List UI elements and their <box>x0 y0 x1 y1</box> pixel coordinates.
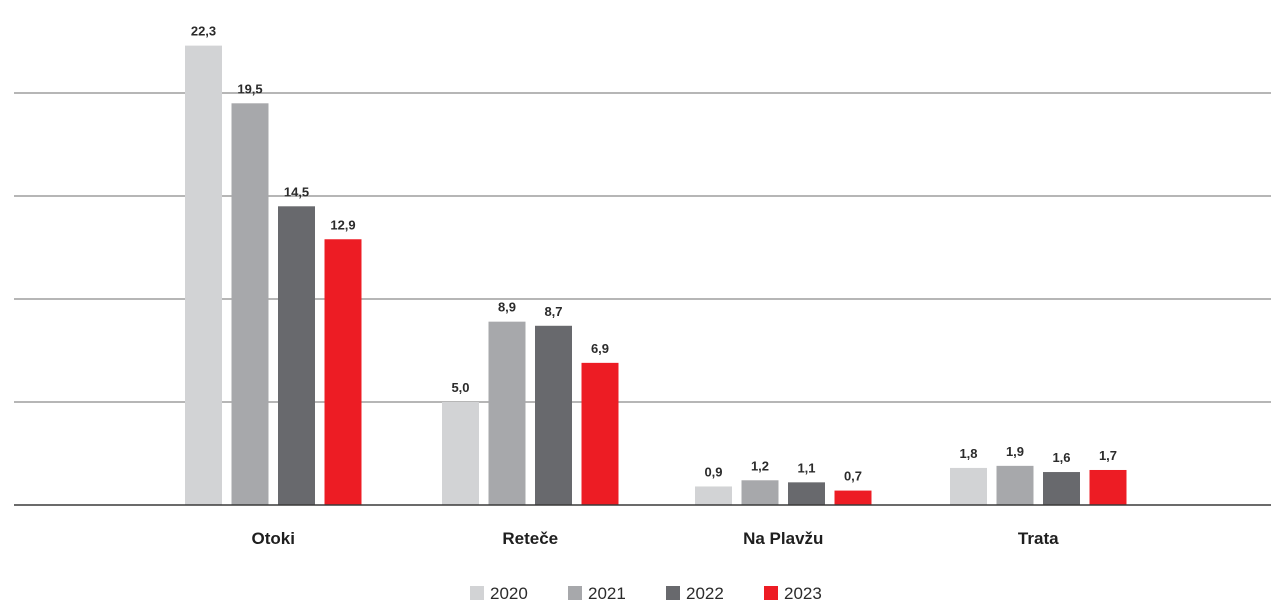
category-label: Trata <box>1018 529 1059 548</box>
category-labels: Otoki Reteče Na Plavžu Trata <box>252 529 1060 548</box>
bar-value-label: 12,9 <box>330 217 355 232</box>
bars <box>185 45 1127 506</box>
bar-value-label: 1,8 <box>959 446 977 461</box>
legend: 2020 2021 2022 2023 <box>470 584 822 603</box>
value-labels: 22,3 19,5 14,5 12,9 5,0 8,9 8,7 6,9 0,9 1,2 1,1 0,7… <box>191 24 1117 484</box>
category-label: Otoki <box>252 529 295 548</box>
bar <box>185 45 222 506</box>
category-label: Na Plavžu <box>743 529 823 548</box>
legend-label: 2021 <box>588 584 626 603</box>
bar <box>834 490 872 505</box>
legend-swatch <box>666 586 680 600</box>
gridlines <box>14 92 1271 403</box>
bar <box>442 402 479 505</box>
bar-value-label: 19,5 <box>237 81 262 96</box>
bar-value-label: 1,7 <box>1099 448 1117 463</box>
legend-label: 2020 <box>490 584 528 603</box>
bar-value-label: 1,9 <box>1006 444 1024 459</box>
legend-label: 2022 <box>686 584 724 603</box>
bar <box>231 103 269 506</box>
bar-value-label: 5,0 <box>451 380 469 395</box>
bar <box>535 325 572 505</box>
bar-value-label: 8,7 <box>544 304 562 319</box>
bar <box>324 239 362 505</box>
category-label: Reteče <box>502 529 558 548</box>
bar <box>695 486 732 505</box>
bar <box>741 480 779 505</box>
bar-value-label: 0,9 <box>704 464 722 479</box>
bar <box>488 321 526 505</box>
bar <box>278 206 315 506</box>
bar-value-label: 1,6 <box>1052 450 1070 465</box>
bar-value-label: 1,2 <box>751 458 769 473</box>
bar <box>950 467 987 505</box>
bar <box>1089 469 1127 505</box>
bar-value-label: 8,9 <box>498 300 516 315</box>
legend-swatch <box>568 586 582 600</box>
legend-label: 2023 <box>784 584 822 603</box>
bar-value-label: 22,3 <box>191 24 216 39</box>
bar <box>996 465 1034 505</box>
bar-value-label: 6,9 <box>591 341 609 356</box>
legend-swatch <box>470 586 484 600</box>
bar <box>581 362 619 505</box>
bar-value-label: 0,7 <box>844 469 862 484</box>
legend-swatch <box>764 586 778 600</box>
bar <box>1043 472 1080 505</box>
bar-value-label: 14,5 <box>284 184 309 199</box>
bar-value-label: 1,1 <box>797 460 815 475</box>
bar <box>788 482 825 505</box>
